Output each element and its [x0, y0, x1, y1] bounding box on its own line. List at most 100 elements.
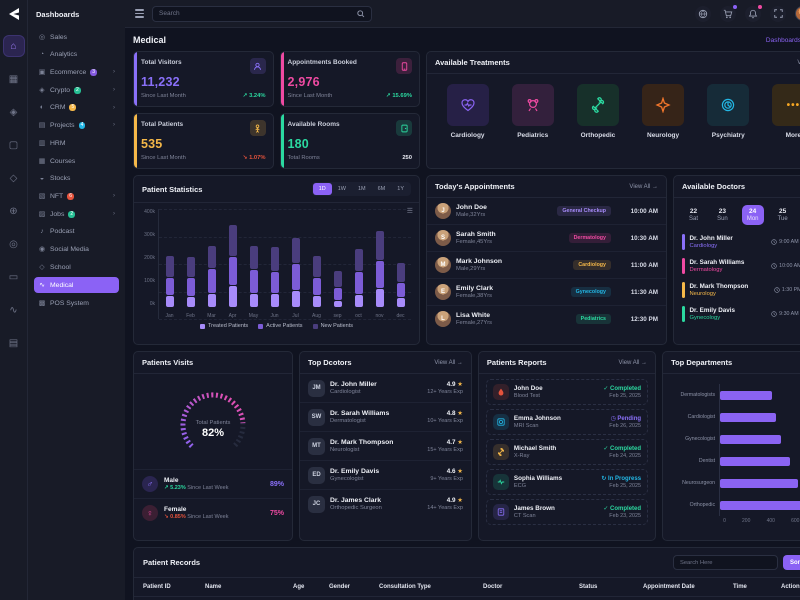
rail-apps-icon[interactable]: ▦	[8, 73, 19, 85]
stacked-bar[interactable]	[165, 256, 174, 307]
report-item[interactable]: Sophia Williams ECG ↻ In Progress Feb 25…	[485, 469, 649, 495]
stacked-bar[interactable]	[186, 257, 195, 307]
sidebar-item-sales[interactable]: ◎ Sales	[34, 29, 119, 45]
column-name[interactable]: Name	[205, 584, 222, 590]
stacked-bar[interactable]	[207, 246, 216, 307]
available-doctor-row[interactable]: Dr. Emily Davis Gynecology 9:30 AM - 12:…	[674, 302, 800, 326]
rail-tables-icon[interactable]: ▤	[8, 337, 19, 349]
column-consultation-type[interactable]: Consultation Type	[379, 584, 431, 590]
user-avatar[interactable]	[795, 6, 800, 21]
rail-utilities-icon[interactable]: ◇	[9, 172, 18, 184]
tab-6m[interactable]: 6M	[377, 186, 386, 192]
department-bar[interactable]	[720, 478, 799, 488]
day-sun[interactable]: 23 Sun	[717, 208, 728, 222]
column-time[interactable]: Time	[733, 584, 747, 590]
records-search-input[interactable]	[672, 555, 778, 570]
report-item[interactable]: James Brown CT Scan ✓ Completed Feb 23, …	[485, 499, 649, 525]
treatments-view-all-link[interactable]: View All →	[797, 60, 800, 66]
cart-icon[interactable]	[720, 4, 737, 22]
appointment-row[interactable]: S Sarah Smith Female,45Yrs Dermatology 1…	[427, 225, 666, 252]
treatment-orthopedic[interactable]: Orthopedic	[569, 84, 626, 139]
tab-1y[interactable]: 1Y	[397, 186, 404, 192]
sidebar-item-crypto[interactable]: ◈ Crypto 2 ›	[34, 82, 119, 98]
stacked-bar[interactable]	[228, 225, 237, 307]
appointment-row[interactable]: E Emily Clark Female,38Yrs Gynecology 11…	[427, 279, 666, 306]
search-input[interactable]	[159, 10, 353, 17]
appointment-row[interactable]: L Lisa White Female,27Yrs Pediatrics 12:…	[427, 306, 666, 332]
department-bar[interactable]	[720, 412, 776, 422]
stacked-bar[interactable]	[333, 270, 342, 307]
stacked-bar[interactable]	[270, 247, 279, 307]
rail-layers-icon[interactable]: ◈	[9, 106, 18, 118]
treatment-psychiatry[interactable]: Psychiatry	[700, 84, 757, 139]
top-doctor-row[interactable]: SW Dr. Sarah Williams Dermatologist 4.8 …	[300, 403, 471, 432]
sort-by-button[interactable]: Sort By ⌄	[782, 555, 800, 570]
tab-1m[interactable]: 1M	[357, 186, 366, 192]
day-sat[interactable]: 22 Sat	[689, 208, 699, 222]
department-bar[interactable]	[720, 390, 773, 400]
rail-widgets-icon[interactable]: ⊕	[9, 205, 18, 217]
department-bar[interactable]	[720, 500, 800, 510]
sidebar-item-crm[interactable]: ◐ CRM 5 ›	[34, 100, 119, 115]
sidebar-item-medical[interactable]: ∿ Medical	[34, 277, 119, 293]
top-doctor-row[interactable]: ED Dr. Emily Davis Gynecologist 4.6 ★ 9+…	[300, 461, 471, 490]
chart-menu-icon[interactable]: ☰	[406, 208, 413, 215]
appointment-row[interactable]: M Mark Johnson Male,29Yrs Cardiology 11:…	[427, 252, 666, 279]
stacked-bar[interactable]	[396, 263, 405, 307]
sidebar-item-courses[interactable]: ▦ Courses	[34, 153, 119, 169]
treatment-pediatrics[interactable]: Pediatrics	[504, 84, 561, 139]
column-appointment-date[interactable]: Appointment Date	[643, 584, 695, 590]
rail-tools-icon[interactable]: ◎	[9, 238, 18, 250]
language-globe-icon[interactable]	[695, 5, 711, 22]
rail-home-icon[interactable]: ⌂	[3, 36, 24, 56]
menu-toggle-icon[interactable]	[135, 9, 144, 18]
stacked-bar[interactable]	[375, 231, 384, 307]
sidebar-item-ecommerce[interactable]: ▣ Ecommerce 3 ›	[34, 64, 119, 80]
column-doctor[interactable]: Doctor	[483, 584, 503, 590]
breadcrumb-dashboards[interactable]: Dashboards	[765, 36, 800, 44]
sidebar-item-jobs[interactable]: ▨ Jobs 2 ›	[34, 206, 119, 222]
day-mon[interactable]: 24 Mon	[741, 205, 764, 225]
sidebar-item-podcast[interactable]: ♪ Podcast	[34, 224, 119, 239]
column-actions[interactable]: Actions	[781, 584, 800, 590]
top-doctor-row[interactable]: MT Dr. Mark Thompson Neurologist 4.7 ★ 1…	[300, 432, 471, 461]
sidebar-item-social-media[interactable]: ◉ Social Media	[34, 241, 119, 257]
stacked-bar[interactable]	[354, 248, 363, 307]
column-patient-id[interactable]: Patient ID	[143, 584, 171, 590]
reports-view-all-link[interactable]: View All →	[618, 359, 648, 366]
treatment-neurology[interactable]: Neurology	[635, 84, 692, 139]
treatment-cardiology[interactable]: Cardiology	[439, 84, 496, 139]
top-doctor-row[interactable]: JC Dr. James Clark Orthopedic Surgeon 4.…	[300, 490, 471, 518]
department-bar[interactable]	[720, 434, 782, 444]
report-item[interactable]: Emma Johnson MRI Scan ◷ Pending Feb 26, …	[485, 409, 649, 435]
available-doctor-row[interactable]: Dr. John Miller Cardiology 9:00 AM - 12:…	[674, 230, 800, 254]
sidebar-item-school[interactable]: ◇ School	[34, 259, 119, 275]
sidebar-item-hrm[interactable]: ▥ HRM	[34, 135, 119, 151]
sidebar-item-projects[interactable]: ▤ Projects 4 ›	[34, 117, 119, 133]
app-logo-icon[interactable]	[6, 6, 22, 22]
sidebar-item-nft[interactable]: ▧ NFT 6 ›	[34, 188, 119, 204]
stacked-bar[interactable]	[249, 246, 258, 307]
top-doctor-row[interactable]: JM Dr. John Miller Cardiologist 4.9 ★ 12…	[300, 374, 471, 403]
rail-charts-icon[interactable]: ∿	[9, 304, 18, 316]
tab-1d[interactable]: 1D	[312, 183, 332, 195]
column-status[interactable]: Status	[579, 584, 598, 590]
tab-1w[interactable]: 1W	[337, 186, 346, 192]
day-tue[interactable]: 25 Tue	[777, 208, 788, 222]
sidebar-item-stocks[interactable]: ◒ Stocks	[34, 171, 119, 186]
top-doctors-view-all-link[interactable]: View All →	[434, 359, 463, 366]
report-item[interactable]: John Doe Blood Test ✓ Completed Feb 25, …	[485, 379, 649, 405]
report-item[interactable]: Michael Smith X-Ray ✓ Completed Feb 24, …	[485, 439, 649, 465]
department-bar[interactable]	[720, 456, 791, 466]
stacked-bar[interactable]	[312, 256, 321, 307]
appointments-view-all-link[interactable]: View All →	[629, 183, 658, 190]
column-age[interactable]: Age	[293, 584, 305, 590]
fullscreen-icon[interactable]	[770, 5, 786, 22]
available-doctor-row[interactable]: Dr. Sarah Williams Dermatology 10:00 AM …	[674, 254, 800, 278]
available-doctor-row[interactable]: Dr. Mark Thompson Neurology 1:30 PM - 4:…	[674, 278, 800, 302]
treatment-more[interactable]: ••• More	[765, 84, 800, 139]
appointment-row[interactable]: J John Doe Male,32Yrs General Checkup 10…	[427, 198, 666, 225]
notifications-bell-icon[interactable]	[745, 4, 762, 22]
stacked-bar[interactable]	[291, 237, 300, 307]
rail-wallet-icon[interactable]: ▭	[8, 271, 19, 283]
